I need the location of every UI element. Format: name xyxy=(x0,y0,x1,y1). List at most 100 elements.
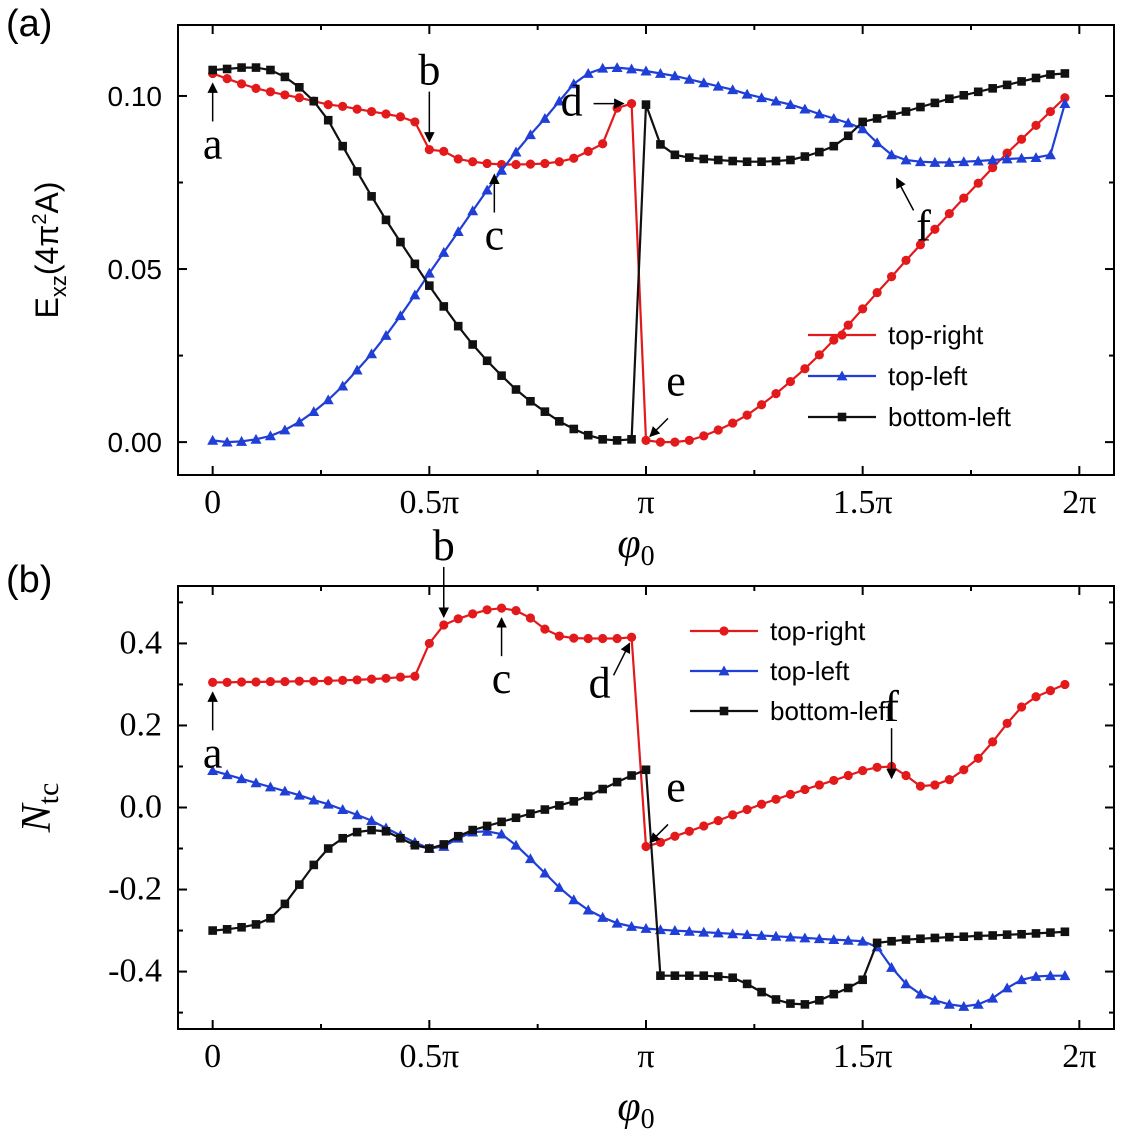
legend-item-top-right: top-right xyxy=(690,616,866,646)
data-point xyxy=(857,123,869,134)
data-point xyxy=(293,789,305,800)
data-point xyxy=(611,917,623,928)
data-point xyxy=(929,994,941,1005)
data-point xyxy=(959,193,969,203)
annotation-label: d xyxy=(589,658,611,707)
data-point xyxy=(1045,685,1056,696)
data-point xyxy=(482,821,492,831)
data-point xyxy=(727,84,739,95)
data-point xyxy=(1001,982,1013,993)
data-point xyxy=(611,62,623,72)
data-point xyxy=(597,911,609,922)
data-point xyxy=(539,112,551,123)
data-point xyxy=(916,934,925,944)
data-point xyxy=(207,434,219,445)
data-point xyxy=(785,376,796,387)
data-point xyxy=(887,110,896,120)
x-tick-label: 2π xyxy=(1062,484,1096,521)
data-point xyxy=(872,762,882,772)
x-tick-label: 0 xyxy=(204,1038,221,1075)
data-point xyxy=(973,753,983,763)
data-point xyxy=(468,340,477,349)
data-point xyxy=(395,112,406,122)
y-tick-label: 0.0 xyxy=(120,789,163,826)
data-point xyxy=(583,430,593,440)
x-tick-label: 0.5π xyxy=(399,1038,459,1075)
data-point xyxy=(266,913,275,923)
data-point xyxy=(381,109,391,119)
annotation-arrow xyxy=(649,417,669,438)
x-tick-label: 1.5π xyxy=(833,484,893,521)
annotation-label: f xyxy=(916,201,931,250)
data-point xyxy=(569,424,579,434)
annotation-label: a xyxy=(203,728,223,777)
annotation-label: b xyxy=(418,46,440,95)
data-point xyxy=(237,922,246,932)
data-point xyxy=(251,63,261,72)
panel-label: (a) xyxy=(6,3,52,45)
x-tick-label: 0 xyxy=(204,484,221,521)
data-point xyxy=(496,603,507,613)
data-point xyxy=(1031,120,1041,130)
data-point xyxy=(555,801,564,810)
data-point xyxy=(756,400,767,410)
data-point xyxy=(930,224,940,234)
data-point xyxy=(973,178,983,188)
data-point xyxy=(654,67,666,78)
data-point xyxy=(771,156,781,166)
data-point xyxy=(481,184,493,195)
data-point xyxy=(886,961,898,972)
series-line xyxy=(212,769,1065,1008)
data-point xyxy=(540,407,550,416)
data-point xyxy=(540,624,550,634)
data-point xyxy=(309,96,319,106)
data-point xyxy=(236,435,248,446)
data-point xyxy=(250,777,262,788)
annotation-label: c xyxy=(485,211,505,260)
data-point xyxy=(914,156,926,167)
data-point xyxy=(323,115,333,125)
data-point xyxy=(813,933,825,944)
data-point xyxy=(308,406,320,417)
data-point xyxy=(872,938,882,948)
data-point xyxy=(453,831,463,841)
data-point xyxy=(295,880,304,889)
data-point xyxy=(582,904,594,915)
data-point xyxy=(439,146,449,156)
data-point xyxy=(670,437,680,447)
series-top-right xyxy=(208,68,1070,447)
data-point xyxy=(526,396,535,406)
data-point xyxy=(337,380,349,391)
data-point xyxy=(265,87,276,97)
data-point xyxy=(510,146,522,157)
data-point xyxy=(265,676,276,687)
data-point xyxy=(699,971,709,980)
data-point xyxy=(771,389,781,399)
data-point xyxy=(713,425,723,435)
data-point xyxy=(280,899,290,909)
data-point xyxy=(699,154,709,164)
data-point xyxy=(713,155,723,165)
data-point xyxy=(988,931,997,940)
data-point xyxy=(829,989,839,999)
data-point xyxy=(612,633,622,644)
data-point xyxy=(713,816,723,826)
data-point xyxy=(1060,69,1070,78)
data-point xyxy=(510,839,522,850)
data-point xyxy=(279,785,291,796)
x-tick-label: 1.5π xyxy=(833,1038,893,1075)
annotation-e: e xyxy=(649,356,686,438)
legend-item-bottom-left: bottom-left xyxy=(690,696,894,726)
data-point xyxy=(973,931,983,941)
data-point xyxy=(352,827,362,837)
data-point xyxy=(800,1000,810,1009)
data-point xyxy=(526,809,535,818)
data-point xyxy=(1031,73,1041,83)
data-point xyxy=(280,676,290,687)
legend-item-top-left: top-left xyxy=(808,361,968,391)
data-point xyxy=(439,620,449,630)
data-point xyxy=(222,925,232,934)
data-point xyxy=(929,156,941,167)
data-point xyxy=(294,93,304,103)
